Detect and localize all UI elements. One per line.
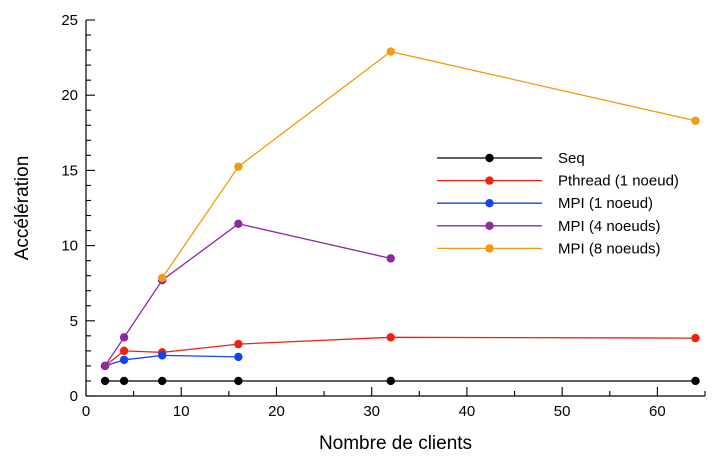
y-tick-label: 15 xyxy=(61,162,78,179)
legend-label: Pthread (1 noeud) xyxy=(558,173,679,190)
y-ticks: 0 5 10 15 20 25 xyxy=(61,12,95,405)
data-point xyxy=(157,376,167,386)
series-seq xyxy=(100,376,700,386)
legend-label: MPI (8 noeuds) xyxy=(558,240,661,257)
x-tick-label: 0 xyxy=(82,403,90,420)
legend-item: Seq xyxy=(437,150,585,167)
data-point xyxy=(386,254,395,263)
legend-marker xyxy=(485,199,494,208)
legend-label: MPI (1 noeud) xyxy=(558,195,653,212)
data-point xyxy=(157,273,167,283)
y-tick-label: 20 xyxy=(61,87,78,104)
data-point xyxy=(386,376,395,386)
legend-item: Pthread (1 noeud) xyxy=(437,173,679,190)
series-line xyxy=(161,50,696,279)
y-axis-title: Accélération xyxy=(12,156,33,261)
legend-marker xyxy=(485,176,494,185)
data-point xyxy=(100,361,110,371)
legend-marker xyxy=(485,244,494,253)
data-point xyxy=(691,116,700,125)
data-point xyxy=(119,376,129,386)
x-tick-label: 60 xyxy=(649,403,666,420)
series-mpi-8-noeuds xyxy=(157,47,700,283)
legend-item: MPI (8 noeuds) xyxy=(437,240,661,257)
data-point xyxy=(691,333,700,343)
series-line xyxy=(104,336,696,367)
x-axis-title: Nombre de clients xyxy=(319,433,472,454)
data-point xyxy=(691,376,700,386)
data-point xyxy=(234,219,243,228)
legend-marker xyxy=(485,153,494,163)
legend-label: Seq xyxy=(558,150,585,167)
x-tick-label: 50 xyxy=(554,403,571,420)
series-mpi-4-noeuds xyxy=(100,219,395,371)
x-tick-label: 30 xyxy=(363,403,380,420)
data-point xyxy=(386,47,395,56)
data-point xyxy=(157,351,167,360)
x-tick-label: 20 xyxy=(268,403,285,420)
legend-label: MPI (4 noeuds) xyxy=(558,218,661,235)
series-line xyxy=(104,354,239,367)
y-tick-label: 5 xyxy=(70,313,78,330)
axes xyxy=(85,20,705,397)
x-ticks: 0 10 20 30 40 50 60 xyxy=(82,387,706,420)
series-line xyxy=(104,223,391,367)
data-point xyxy=(100,376,110,386)
y-tick-label: 25 xyxy=(61,12,78,29)
x-tick-label: 10 xyxy=(173,403,190,420)
legend-item: MPI (4 noeuds) xyxy=(437,218,661,235)
y-tick-label: 10 xyxy=(61,238,78,255)
legend-item: MPI (1 noeud) xyxy=(437,195,653,212)
data-point xyxy=(234,352,243,362)
x-tick-label: 40 xyxy=(459,403,476,420)
data-point xyxy=(119,346,129,356)
legend: Seq Pthread (1 noeud) MPI (1 noeud) MPI (4 … xyxy=(437,150,679,257)
data-point xyxy=(234,339,243,349)
data-point xyxy=(386,333,395,342)
data-point xyxy=(119,333,129,342)
data-point xyxy=(234,376,243,386)
data-point xyxy=(234,162,243,171)
series-layer xyxy=(100,47,700,386)
y-tick-label: 0 xyxy=(70,388,78,405)
series-pthread-1-noeud xyxy=(100,333,700,371)
legend-marker xyxy=(485,221,494,230)
data-point xyxy=(119,355,129,365)
